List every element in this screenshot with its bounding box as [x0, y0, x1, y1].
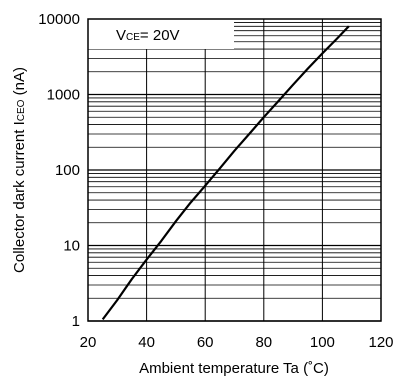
x-tick-label: 120 [368, 334, 393, 351]
y-tick-label: 1000 [47, 87, 80, 104]
x-tick-label: 100 [310, 334, 335, 351]
x-tick-label: 40 [138, 334, 155, 351]
y-tick-label: 10 [63, 238, 80, 255]
annotation-sub: CE [126, 32, 140, 43]
grid [87, 19, 382, 322]
x-tick-labels: 20 40 60 80 100 120 [80, 334, 394, 351]
y-tick-label: 1 [72, 313, 80, 330]
annotation-main: V [116, 27, 126, 44]
x-tick-label: 20 [80, 334, 97, 351]
x-tick-label: 80 [255, 334, 272, 351]
x-tick-label: 60 [197, 334, 214, 351]
y-tick-labels: 1 10 100 1000 10000 [38, 11, 80, 330]
series-line [101, 25, 350, 321]
x-axis-label: Ambient temperature Ta (˚C) [139, 360, 329, 377]
y-axis-label-sub: CEO [16, 99, 27, 121]
y-axis-label: Collector dark current ICEO (nA) [11, 67, 28, 273]
annotation: VCE= 20V [116, 27, 180, 44]
plot-frame [87, 18, 382, 322]
y-axis-label-unit: (nA) [11, 67, 28, 100]
annotation-rest: = 20V [140, 27, 180, 44]
y-tick-label: 100 [55, 162, 80, 179]
y-tick-label: 10000 [38, 11, 80, 28]
annotation-box [88, 19, 234, 49]
y-axis-label-main: Collector dark current I [11, 121, 28, 273]
series-layer [101, 25, 350, 321]
